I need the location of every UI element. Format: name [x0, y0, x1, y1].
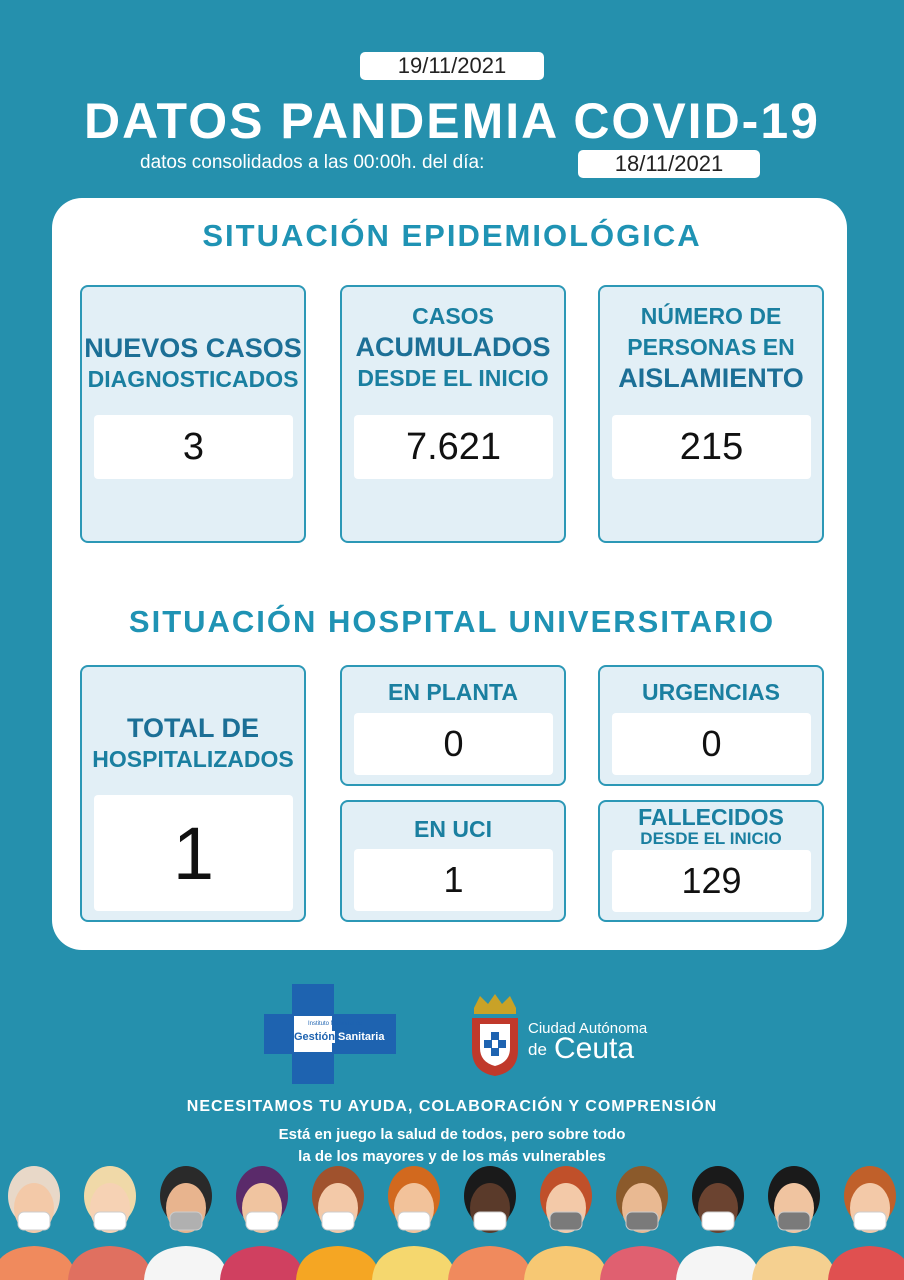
ingesa-logo: Instituto Nacional de Gestión Sanitaria: [264, 984, 396, 1084]
subtitle: datos consolidados a las 00:00h. del día…: [140, 152, 485, 173]
person-figure: [144, 1166, 228, 1280]
person-figure: [828, 1166, 904, 1280]
epidemiological-title: SITUACIÓN EPIDEMIOLÓGICA: [202, 218, 702, 253]
footer-headline: NECESITAMOS TU AYUDA, COLABORACIÓN Y COM…: [186, 1098, 718, 1115]
ceuta-prefix: de: [528, 1040, 547, 1059]
report-date: 19/11/2021: [360, 52, 544, 80]
footer-line-2: la de los mayores y de los más vulnerabl…: [298, 1148, 606, 1165]
person-figure: [676, 1166, 760, 1280]
deaths-card: FALLECIDOS DESDE EL INICIO 129: [598, 800, 824, 922]
new-cases-value: 3: [182, 425, 205, 468]
ingesa-line1: Instituto Nacional de: [308, 1021, 363, 1027]
cumulative-value: 7.621: [405, 425, 502, 468]
ingesa-word2: Sanitaria: [338, 1031, 385, 1043]
isolation-label-3: AISLAMIENTO: [618, 363, 804, 393]
isolation-value: 215: [679, 425, 744, 468]
ceuta-coat-of-arms-icon: [472, 994, 518, 1076]
page-title: DATOS PANDEMIA COVID-19: [84, 93, 820, 149]
ceuta-line1: Ciudad Autónoma: [528, 1020, 648, 1037]
report-date-text: 19/11/2021: [397, 53, 507, 78]
ceuta-name: Ceuta: [554, 1032, 635, 1065]
person-figure: [220, 1166, 304, 1280]
cumulative-label-3: DESDE EL INICIO: [357, 365, 549, 391]
icu-label: EN UCI: [414, 816, 492, 842]
ward-label: EN PLANTA: [388, 679, 518, 705]
person-figure: [752, 1166, 836, 1280]
deaths-label-2: DESDE EL INICIO: [640, 829, 782, 848]
emergency-value: 0: [701, 723, 722, 764]
total-label-2: HOSPITALIZADOS: [92, 746, 294, 772]
emergency-card: URGENCIAS 0: [598, 665, 824, 786]
hospital-title: SITUACIÓN HOSPITAL UNIVERSITARIO: [128, 604, 776, 639]
deaths-label-1: FALLECIDOS: [638, 804, 784, 830]
ingesa-word1: Gestión: [294, 1031, 335, 1043]
person-figure: [296, 1166, 380, 1280]
isolation-label-2: PERSONAS EN: [627, 334, 795, 360]
total-hospitalized-card: TOTAL DE HOSPITALIZADOS 1: [80, 665, 306, 922]
deaths-value: 129: [681, 860, 742, 901]
people-with-masks-illustration: [0, 1166, 904, 1280]
person-figure: [448, 1166, 532, 1280]
cumulative-label-1: CASOS: [412, 303, 494, 329]
consolidated-date: 18/11/2021: [578, 150, 760, 178]
new-cases-label-2: DIAGNOSTICADOS: [87, 366, 299, 392]
person-figure: [68, 1166, 152, 1280]
icu-card: EN UCI 1: [340, 800, 566, 922]
person-figure: [600, 1166, 684, 1280]
icu-value: 1: [443, 859, 464, 900]
ceuta-logo: Ciudad Autónoma de Ceuta: [466, 992, 666, 1082]
cumulative-cases-card: CASOS ACUMULADOS DESDE EL INICIO 7.621: [340, 285, 566, 543]
person-figure: [524, 1166, 608, 1280]
isolation-card: NÚMERO DE PERSONAS EN AISLAMIENTO 215: [598, 285, 824, 543]
emergency-label: URGENCIAS: [641, 679, 780, 705]
isolation-label-1: NÚMERO DE: [640, 303, 782, 329]
ward-card: EN PLANTA 0: [340, 665, 566, 786]
footer-line-1: Está en juego la salud de todos, pero so…: [278, 1126, 626, 1143]
total-value: 1: [172, 811, 215, 895]
consolidated-date-text: 18/11/2021: [614, 151, 724, 176]
person-figure: [372, 1166, 456, 1280]
new-cases-card: NUEVOS CASOS DIAGNOSTICADOS 3: [80, 285, 306, 543]
cumulative-label-2: ACUMULADOS: [355, 332, 551, 362]
total-label-1: TOTAL DE: [126, 713, 259, 743]
person-figure: [0, 1166, 76, 1280]
new-cases-label-1: NUEVOS CASOS: [84, 333, 302, 363]
ward-value: 0: [443, 723, 464, 764]
